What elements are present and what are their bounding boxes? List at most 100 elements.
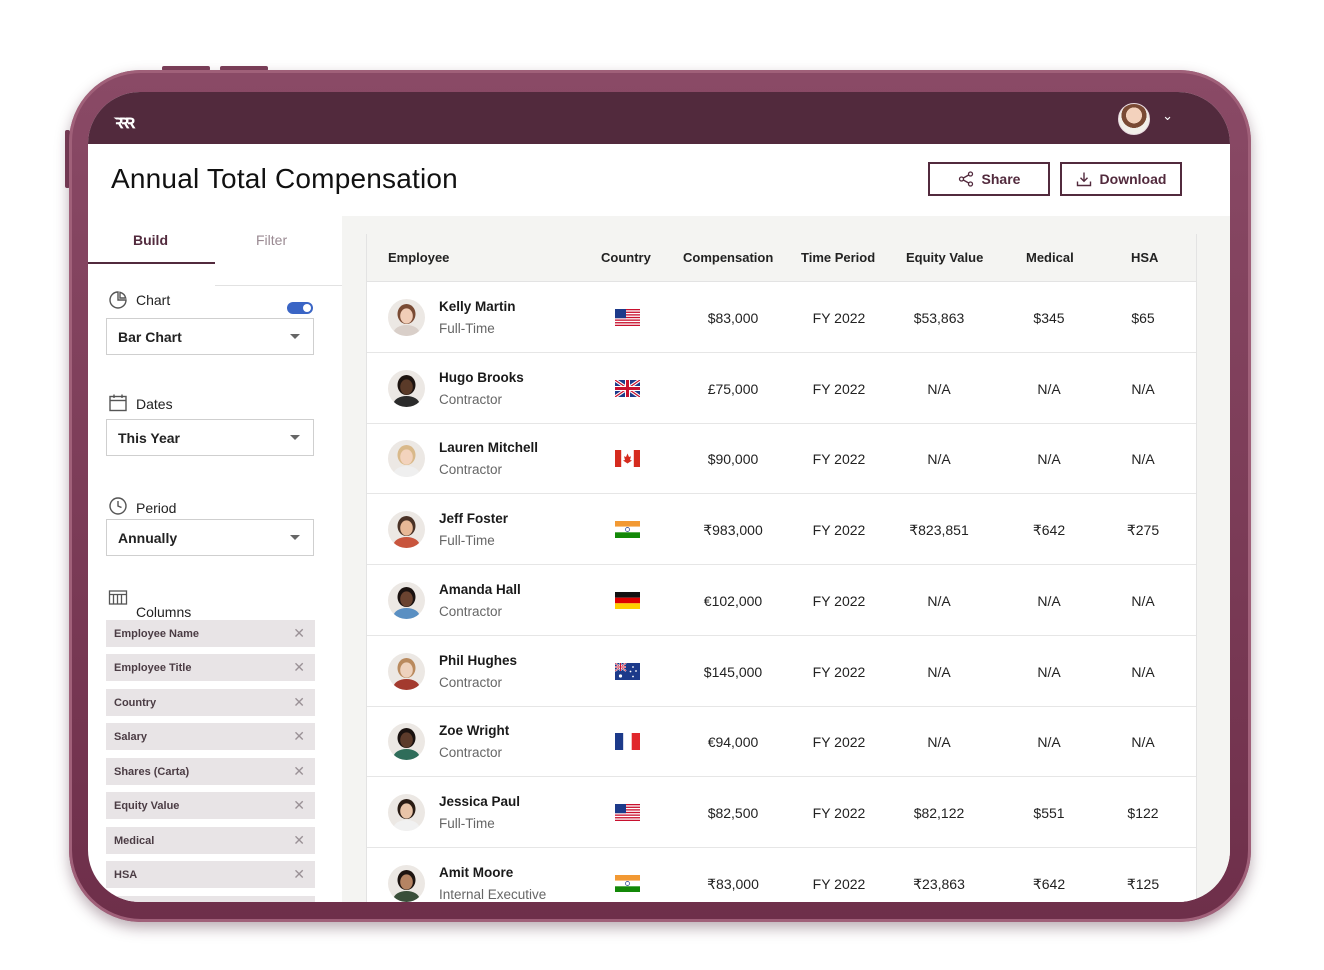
employee-avatar xyxy=(388,440,425,478)
hsa-cell: $65 xyxy=(1131,310,1155,326)
time-period-cell: FY 2022 xyxy=(812,451,866,468)
caret-down-icon xyxy=(290,535,300,540)
column-header-equity-value[interactable]: Equity Value xyxy=(906,250,984,265)
device-button-top-1 xyxy=(162,66,210,71)
column-chip[interactable]: HSA ✕ xyxy=(106,861,315,888)
download-button[interactable]: Download xyxy=(1060,162,1182,196)
compensation-cell: $145,000 xyxy=(703,663,763,680)
compensation-cell: €94,000 xyxy=(707,734,759,751)
country-flag-icon xyxy=(615,450,640,468)
medical-cell: N/A xyxy=(1037,592,1061,609)
column-header-compensation[interactable]: Compensation xyxy=(683,250,774,265)
tab-filter[interactable]: Filter xyxy=(256,232,288,248)
equity-value-cell: ₹823,851 xyxy=(909,522,969,539)
equity-value-cell: N/A xyxy=(927,451,951,468)
close-icon[interactable]: ✕ xyxy=(293,763,305,779)
equity-value-cell: $53,863 xyxy=(913,310,965,326)
employee-type: Contractor xyxy=(439,603,503,619)
column-chip[interactable]: Equity Value ✕ xyxy=(106,792,315,819)
equity-value-cell: ₹23,863 xyxy=(913,875,965,892)
column-chip[interactable]: Shares (Carta) ✕ xyxy=(106,758,315,785)
tab-divider xyxy=(215,285,342,286)
column-chip-label: Shares (Carta) xyxy=(114,765,190,778)
employee-name[interactable]: Amit Moore xyxy=(439,864,514,880)
period-select[interactable]: Annually xyxy=(106,519,314,556)
employee-type: Contractor xyxy=(439,745,503,761)
employee-name[interactable]: Hugo Brooks xyxy=(439,369,524,385)
close-icon[interactable]: ✕ xyxy=(293,866,305,882)
employee-avatar xyxy=(388,864,425,902)
table-row[interactable]: Jeff Foster Full-Time ₹983,000 FY 2022 ₹823,… xyxy=(367,494,1196,566)
column-header-country[interactable]: Country xyxy=(601,250,651,265)
country-flag-icon xyxy=(615,521,640,539)
close-icon[interactable]: ✕ xyxy=(293,728,305,744)
column-header-time-period[interactable]: Time Period xyxy=(801,250,876,265)
employee-type: Contractor xyxy=(439,391,503,407)
employee-name[interactable]: Amanda Hall xyxy=(439,581,521,597)
compensation-cell: $90,000 xyxy=(707,451,759,468)
close-icon[interactable]: ✕ xyxy=(293,694,305,710)
table-row[interactable]: Hugo Brooks Contractor £75,000 FY 2022 N/A N/… xyxy=(367,353,1196,424)
column-header-medical[interactable]: Medical xyxy=(1026,250,1074,265)
share-button[interactable]: Share xyxy=(928,162,1050,196)
time-period-cell: FY 2022 xyxy=(812,380,866,397)
chart-type-select[interactable]: Bar Chart xyxy=(106,318,314,355)
employee-type: Contractor xyxy=(439,462,503,478)
table-row[interactable]: Amanda Hall Contractor €102,000 FY 2022 N/A N… xyxy=(367,565,1196,636)
employee-name[interactable]: Jessica Paul xyxy=(439,793,521,809)
employee-name[interactable]: Jeff Foster xyxy=(439,511,509,527)
hsa-cell: $122 xyxy=(1127,804,1159,821)
caret-down-icon xyxy=(290,435,300,440)
tab-build[interactable]: Build xyxy=(133,232,168,248)
clock-icon xyxy=(109,497,127,515)
chart-toggle[interactable] xyxy=(287,302,313,314)
column-header-employee[interactable]: Employee xyxy=(388,250,450,265)
close-icon[interactable]: ✕ xyxy=(293,797,305,813)
employee-type: Full-Time xyxy=(439,321,495,336)
column-chip-label: Medical xyxy=(114,834,155,847)
compensation-cell: ₹83,000 xyxy=(707,875,759,892)
table-row[interactable]: Jessica Paul Full-Time $82,500 FY 2022 $82,1… xyxy=(367,777,1196,848)
brand-logo[interactable]: ꝛꝛꝛ xyxy=(114,112,135,133)
column-header-hsa[interactable]: HSA xyxy=(1131,250,1159,265)
employee-avatar xyxy=(388,793,425,831)
close-icon[interactable]: ✕ xyxy=(293,625,305,641)
employee-avatar xyxy=(388,511,425,549)
time-period-cell: FY 2022 xyxy=(812,734,866,751)
medical-cell: N/A xyxy=(1037,451,1061,468)
dates-select[interactable]: This Year xyxy=(106,419,314,456)
employee-name[interactable]: Zoe Wright xyxy=(439,723,510,739)
table-row[interactable]: Kelly Martin Full-Time $83,000 FY 2022 $53,8… xyxy=(367,282,1196,353)
time-period-cell: FY 2022 xyxy=(812,804,866,821)
time-period-cell: FY 2022 xyxy=(812,592,866,609)
table-row[interactable]: Lauren Mitchell Contractor $90,000 FY 2022 N… xyxy=(367,423,1196,495)
column-chip[interactable]: Country ✕ xyxy=(106,689,315,716)
employee-name[interactable]: Kelly Martin xyxy=(439,299,516,314)
compensation-cell: €102,000 xyxy=(703,592,763,609)
hsa-cell: N/A xyxy=(1131,663,1155,680)
column-chip[interactable]: Employee Title ✕ xyxy=(106,654,315,681)
close-icon[interactable]: ✕ xyxy=(293,659,305,675)
column-chip[interactable]: Salary ✕ xyxy=(106,723,315,750)
column-chip[interactable]: Employee Name ✕ xyxy=(106,620,315,647)
share-icon xyxy=(958,171,973,187)
chevron-down-icon[interactable]: ⌄ xyxy=(1162,108,1173,123)
compensation-cell: $83,000 xyxy=(707,310,759,326)
column-chip[interactable]: Medical ✕ xyxy=(106,827,315,854)
table-row[interactable]: Amit Moore Internal Executive ₹83,000 FY 20… xyxy=(367,848,1196,902)
employee-type: Full-Time xyxy=(439,815,495,831)
equity-value-cell: N/A xyxy=(927,734,951,751)
table-row[interactable]: Phil Hughes Contractor $145,000 FY 2022 N/A N… xyxy=(367,636,1196,707)
employee-name[interactable]: Phil Hughes xyxy=(439,652,518,668)
table-row[interactable]: Zoe Wright Contractor €94,000 FY 2022 N/A N/A… xyxy=(367,706,1196,778)
employee-avatar xyxy=(388,723,425,761)
column-chip-label: HSA xyxy=(114,868,138,881)
column-chip-label: Employee Title xyxy=(114,661,192,674)
equity-value-cell: $82,122 xyxy=(913,804,965,821)
country-flag-icon xyxy=(615,309,640,326)
close-icon[interactable]: ✕ xyxy=(293,832,305,848)
employee-name[interactable]: Lauren Mitchell xyxy=(439,440,539,456)
hsa-cell: N/A xyxy=(1131,451,1155,468)
user-avatar[interactable] xyxy=(1118,103,1150,135)
download-label: Download xyxy=(1099,171,1167,187)
